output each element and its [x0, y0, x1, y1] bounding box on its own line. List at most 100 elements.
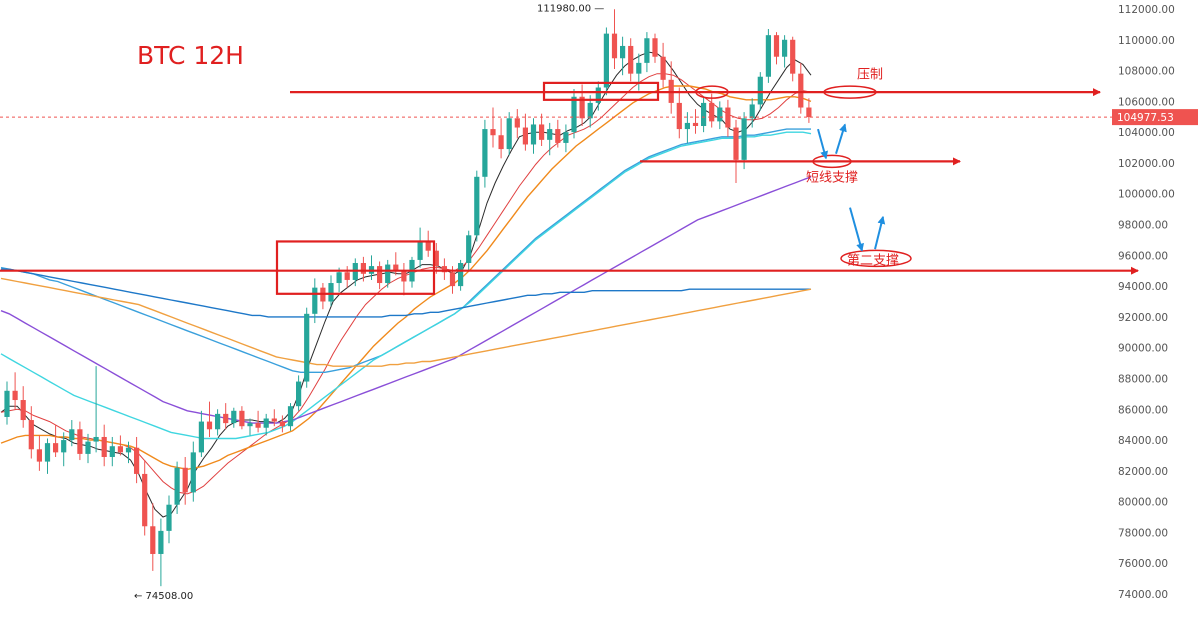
- candle-body: [587, 102, 593, 119]
- y-tick-label: 110000.00: [1118, 35, 1175, 47]
- candle: [93, 366, 99, 453]
- candle: [676, 87, 682, 139]
- candle: [150, 503, 156, 571]
- candle: [522, 113, 528, 151]
- candle-body: [239, 410, 245, 427]
- candle: [198, 410, 204, 457]
- candle: [247, 418, 253, 436]
- current-price-tag: [1112, 109, 1198, 126]
- candle: [69, 420, 75, 447]
- candle: [109, 436, 115, 467]
- candle: [20, 386, 26, 428]
- candle: [458, 259, 464, 291]
- short-support-label: 短线支撑: [806, 170, 858, 185]
- candle: [296, 375, 302, 411]
- candle-body: [547, 129, 553, 140]
- candle-body: [684, 122, 690, 130]
- candle: [741, 112, 747, 170]
- candle-body: [385, 264, 391, 284]
- candle-body: [620, 45, 626, 59]
- candle: [409, 256, 415, 288]
- candle-body: [522, 127, 528, 145]
- candle: [498, 118, 504, 159]
- candle-body: [4, 390, 10, 417]
- up-arrow-1: [835, 123, 847, 155]
- candle-body: [798, 73, 804, 108]
- candle-body: [198, 421, 204, 453]
- candle-body: [441, 266, 447, 273]
- y-tick-label: 88000.00: [1118, 373, 1168, 385]
- ma-line-6: [1, 268, 811, 318]
- candle: [530, 118, 537, 154]
- candle: [482, 119, 488, 188]
- candle-body: [660, 56, 666, 80]
- candle: [279, 415, 285, 433]
- candle: [660, 42, 666, 88]
- up-arrow-2: [874, 215, 886, 250]
- candle-body: [417, 241, 423, 260]
- candle-body: [692, 122, 699, 126]
- candle: [28, 406, 34, 459]
- candle: [701, 96, 707, 133]
- ma-line-3: [0, 128, 811, 373]
- candle-body: [466, 235, 472, 264]
- candle-body: [709, 102, 715, 122]
- y-tick-label: 96000.00: [1118, 250, 1168, 262]
- candle-body: [571, 96, 577, 133]
- candle-body: [498, 135, 504, 150]
- candle: [352, 258, 358, 287]
- candle: [231, 407, 237, 428]
- short-support-ellipse: [812, 154, 852, 169]
- y-tick-label: 84000.00: [1118, 435, 1168, 447]
- candle: [174, 461, 180, 514]
- y-tick-label: 82000.00: [1118, 466, 1168, 478]
- candle: [312, 278, 318, 324]
- candle: [190, 441, 196, 502]
- candle-body: [125, 447, 132, 453]
- candle: [393, 252, 399, 276]
- second-support-ellipse: [840, 249, 912, 268]
- candle-body: [77, 429, 83, 454]
- down-arrow-1: [817, 128, 829, 160]
- candle-body: [733, 127, 739, 160]
- candle: [466, 230, 472, 271]
- candle-body: [287, 406, 294, 427]
- candle-body: [757, 76, 763, 105]
- ma-line-4: [0, 131, 812, 440]
- second-support-label: 第二支撑: [847, 254, 899, 269]
- y-tick-label: 106000.00: [1118, 96, 1175, 108]
- candle: [117, 435, 123, 456]
- candle: [709, 93, 715, 128]
- candle-body: [12, 390, 18, 401]
- candle-body: [579, 96, 585, 119]
- candle-body: [652, 38, 658, 57]
- candle-body: [215, 413, 221, 430]
- candle-body: [182, 467, 188, 493]
- y-tick-label: 74000.00: [1118, 589, 1168, 601]
- price-axis: 74000.00 76000.00 78000.00 80000.00 82000.00…: [1112, 4, 1198, 601]
- candle: [806, 98, 812, 123]
- y-tick-label: 100000.00: [1118, 189, 1175, 201]
- candle: [4, 381, 10, 425]
- candle: [579, 84, 585, 126]
- consolidation-box: [275, 240, 436, 295]
- candle: [628, 38, 634, 82]
- candle: [328, 275, 334, 307]
- candle-body: [555, 129, 561, 143]
- y-tick-label: 108000.00: [1118, 66, 1175, 78]
- candle-body: [85, 441, 91, 454]
- candle: [563, 124, 569, 153]
- candle: [215, 409, 221, 436]
- candle-body: [474, 176, 480, 236]
- candle: [620, 36, 626, 76]
- candle: [142, 460, 148, 536]
- y-tick-label: 90000.00: [1118, 343, 1168, 355]
- candle: [271, 409, 277, 427]
- y-tick-label: 86000.00: [1118, 404, 1168, 416]
- candle: [44, 438, 51, 474]
- candle-body: [166, 504, 172, 531]
- candle-body: [190, 452, 196, 493]
- y-tick-label: 94000.00: [1118, 281, 1168, 293]
